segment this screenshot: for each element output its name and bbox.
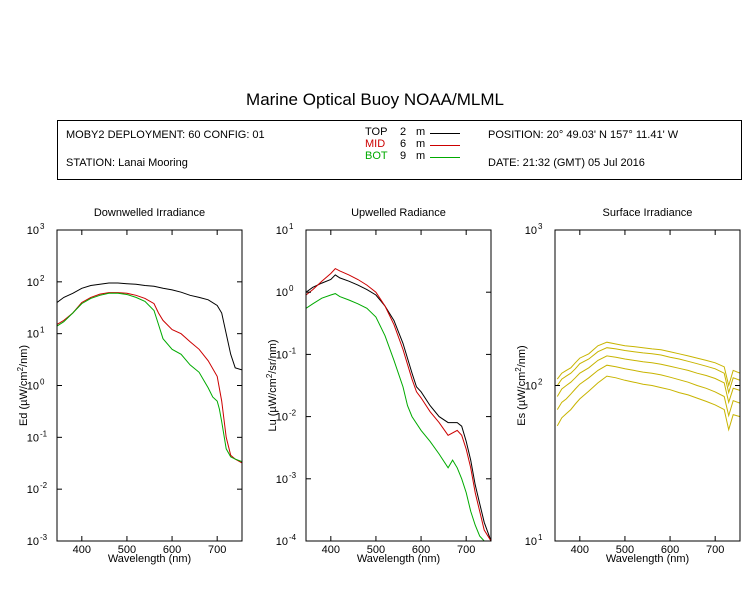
x-axis-label: Wavelength (nm) — [357, 553, 440, 565]
y-tick-exponent: -2 — [40, 481, 48, 490]
y-axis-label: Lu (µW/cm2/sr/nm) — [265, 339, 279, 431]
legend-label: BOT — [365, 150, 388, 162]
plot-frame — [56, 229, 243, 542]
x-tick-label: 700 — [706, 544, 724, 556]
y-tick-exponent: 3 — [538, 222, 543, 231]
y-label-superscript: 2 — [514, 367, 523, 372]
series-line-1 — [556, 341, 740, 388]
series-line-4 — [556, 364, 740, 418]
y-tick-exponent: 1 — [289, 222, 294, 231]
chart-title: Surface Irradiance — [603, 207, 693, 219]
y-label-part: /nm) — [18, 345, 30, 367]
legend-depth: 6 — [400, 138, 407, 150]
y-tick-label: 10 — [27, 432, 39, 444]
y-tick-label: 10 — [276, 474, 288, 486]
y-label-part: /nm) — [516, 345, 528, 367]
x-tick-label: 500 — [367, 544, 385, 556]
x-tick-label: 400 — [322, 544, 340, 556]
info-box: MOBY2 DEPLOYMENT: 60 CONFIG: 01 STATION:… — [57, 120, 742, 180]
deployment-text: MOBY2 DEPLOYMENT: 60 CONFIG: 01 — [66, 129, 265, 141]
legend-line-top — [430, 133, 460, 134]
y-tick-label: 10 — [27, 381, 39, 393]
date-text: DATE: 21:32 (GMT) 05 Jul 2016 — [488, 157, 645, 169]
y-label-superscript: 2 — [16, 366, 25, 371]
chart-title: Upwelled Radiance — [351, 207, 446, 219]
station-text: STATION: Lanai Mooring — [66, 157, 188, 169]
y-tick-label: 10 — [525, 381, 537, 393]
main-title: Marine Optical Buoy NOAA/MLML — [246, 90, 504, 109]
legend-unit: m — [416, 150, 426, 162]
x-tick-label: 700 — [457, 544, 475, 556]
series-line-2 — [556, 347, 740, 395]
y-tick-exponent: -3 — [40, 533, 48, 542]
y-label-part: Lu (µW/cm — [267, 378, 279, 431]
y-tick-label: 10 — [525, 536, 537, 548]
y-tick-exponent: 0 — [40, 378, 45, 387]
x-tick-label: 700 — [208, 544, 226, 556]
position-text: POSITION: 20° 49.03' N 157° 11.41' W — [488, 129, 679, 141]
y-tick-label: 10 — [276, 412, 288, 424]
y-tick-exponent: 3 — [40, 222, 45, 231]
y-label-superscript: 2 — [265, 373, 274, 378]
y-tick-label: 10 — [27, 225, 39, 237]
y-axis-label: Es (µW/cm2/nm) — [514, 345, 528, 425]
plot-frame — [305, 229, 492, 542]
y-tick-label: 10 — [27, 277, 39, 289]
y-tick-exponent: -3 — [289, 471, 297, 480]
y-tick-label: 10 — [276, 225, 288, 237]
y-axis-label: Ed (µW/cm2/nm) — [16, 345, 30, 426]
y-tick-label: 10 — [27, 484, 39, 496]
legend-label: TOP — [365, 126, 388, 138]
legend-line-mid — [430, 145, 460, 146]
legend-depth: 9 — [400, 150, 407, 162]
y-tick-label: 10 — [525, 225, 537, 237]
legend-label: MID — [365, 138, 386, 150]
y-tick-exponent: 2 — [40, 274, 45, 283]
y-tick-exponent: 1 — [538, 533, 543, 542]
y-tick-exponent: 1 — [40, 326, 45, 335]
x-tick-label: 600 — [412, 544, 430, 556]
y-label-part: Es (µW/cm — [516, 372, 528, 426]
legend-depth: 2 — [400, 126, 407, 138]
series-line-3 — [556, 355, 740, 405]
legend-line-bot — [430, 157, 460, 158]
y-tick-label: 10 — [276, 349, 288, 361]
y-tick-exponent: -2 — [289, 409, 297, 418]
x-tick-label: 600 — [661, 544, 679, 556]
x-tick-label: 500 — [616, 544, 634, 556]
x-axis-label: Wavelength (nm) — [108, 553, 191, 565]
y-tick-label: 10 — [27, 536, 39, 548]
x-tick-label: 400 — [73, 544, 91, 556]
series-line-3 — [57, 292, 242, 463]
y-tick-label: 10 — [276, 536, 288, 548]
y-label-part: Ed (µW/cm — [18, 371, 30, 426]
series-line-3 — [306, 293, 491, 541]
plot-frame — [554, 229, 741, 542]
y-label-part: /sr/nm) — [267, 339, 279, 373]
chart-title: Downwelled Irradiance — [94, 207, 205, 219]
legend-unit: m — [416, 126, 426, 138]
y-tick-exponent: -4 — [289, 533, 297, 542]
series-line-1 — [57, 282, 242, 371]
y-tick-exponent: 2 — [538, 378, 543, 387]
legend-unit: m — [416, 138, 426, 150]
series-line-2 — [306, 267, 491, 541]
series-line-1 — [306, 274, 491, 541]
y-tick-exponent: 0 — [289, 284, 294, 293]
x-tick-label: 500 — [118, 544, 136, 556]
y-tick-label: 10 — [276, 287, 288, 299]
x-axis-label: Wavelength (nm) — [606, 553, 689, 565]
y-tick-exponent: -1 — [289, 346, 297, 355]
y-tick-exponent: -1 — [40, 429, 48, 438]
y-tick-label: 10 — [27, 329, 39, 341]
series-line-2 — [57, 292, 242, 464]
series-line-5 — [556, 375, 740, 432]
x-tick-label: 600 — [163, 544, 181, 556]
x-tick-label: 400 — [571, 544, 589, 556]
